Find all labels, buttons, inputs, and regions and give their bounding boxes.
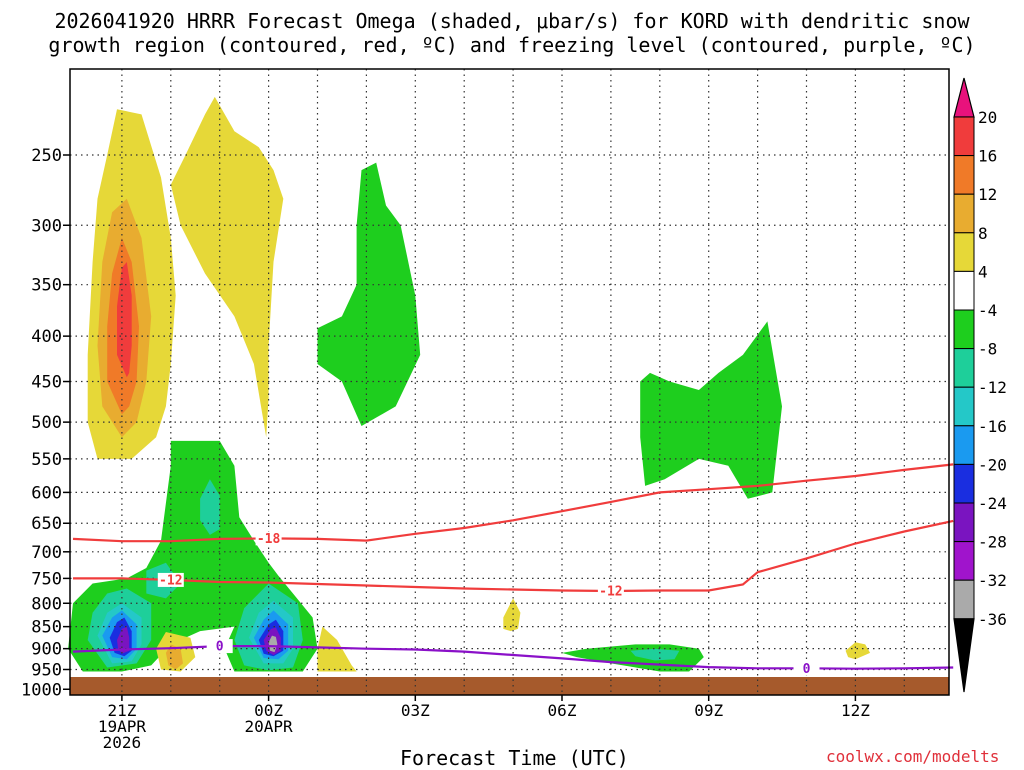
source-credit[interactable]: coolwx.com/modelts bbox=[826, 747, 1000, 766]
omega-region-3 bbox=[117, 262, 132, 378]
y-tick-label-650: 650 bbox=[31, 514, 62, 534]
contour-line-2 bbox=[72, 644, 954, 670]
contour-line-1 bbox=[73, 519, 954, 593]
colorbar-label-13: -36 bbox=[978, 610, 1007, 629]
ground-surface-bar bbox=[70, 677, 949, 695]
colorbar-label-3: 8 bbox=[978, 224, 988, 243]
omega-region-19 bbox=[268, 635, 278, 653]
omega-region-24 bbox=[845, 642, 871, 660]
x-tick-label-4-0: 00Z bbox=[254, 701, 283, 720]
x-tick-label-7-0: 03Z bbox=[401, 701, 430, 720]
colorbar-label-12: -32 bbox=[978, 571, 1007, 590]
x-tick-label-16-0: 12Z bbox=[841, 701, 870, 720]
y-tick-label-550: 550 bbox=[31, 450, 62, 470]
omega-region-5 bbox=[317, 162, 421, 426]
colorbar-label-7: -12 bbox=[978, 378, 1007, 397]
contour-label-bg-2-0 bbox=[206, 639, 233, 654]
y-tick-label-450: 450 bbox=[31, 373, 62, 393]
colorbar-label-0: 20 bbox=[978, 108, 997, 127]
x-tick-label-13-0: 09Z bbox=[694, 701, 723, 720]
contour-label-1-0: -12 bbox=[159, 573, 182, 588]
contour-label-2-0: 0 bbox=[216, 640, 224, 655]
colorbar-segment-10 bbox=[953, 463, 975, 504]
contour-label-2-1: 0 bbox=[803, 662, 811, 677]
omega-region-23 bbox=[503, 598, 521, 632]
colorbar-label-6: -8 bbox=[978, 340, 997, 359]
colorbar-label-5: -4 bbox=[978, 301, 997, 320]
colorbar-bottom-arrow bbox=[953, 618, 975, 693]
x-tick-label-4-1: 20APR bbox=[245, 717, 294, 736]
chart-title-line-1: 2026041920 HRRR Forecast Omega (shaded, … bbox=[54, 9, 970, 33]
colorbar-segment-3 bbox=[953, 193, 975, 234]
omega-region-4 bbox=[170, 96, 284, 438]
y-tick-label-800: 800 bbox=[31, 594, 62, 614]
contour-label-bg-1-1 bbox=[597, 584, 624, 599]
colorbar-segment-8 bbox=[953, 386, 975, 427]
x-axis-title: Forecast Time (UTC) bbox=[400, 746, 629, 770]
x-tick-label-1-2: 2026 bbox=[103, 733, 142, 752]
y-tick-label-750: 750 bbox=[31, 569, 62, 589]
omega-region-17 bbox=[117, 626, 130, 654]
omega-shaded-regions bbox=[68, 96, 871, 672]
colorbar-segment-1 bbox=[953, 116, 975, 157]
colorbar-segment-6 bbox=[953, 309, 975, 350]
colorbar-label-1: 16 bbox=[978, 147, 997, 166]
colorbar-segment-7 bbox=[953, 348, 975, 388]
contour-label-bg-2-1 bbox=[793, 661, 820, 676]
colorbar-label-11: -28 bbox=[978, 533, 1007, 552]
y-tick-label-250: 250 bbox=[31, 146, 62, 166]
contour-label-bg-0-0 bbox=[255, 531, 282, 546]
colorbar-label-2: 12 bbox=[978, 185, 997, 204]
y-tick-label-700: 700 bbox=[31, 543, 62, 563]
colorbar-segment-2 bbox=[953, 155, 975, 195]
colorbar-segment-4 bbox=[953, 232, 975, 272]
contour-label-0-0: -18 bbox=[257, 532, 281, 547]
contour-label-1-1: -12 bbox=[599, 585, 622, 600]
omega-region-8 bbox=[200, 479, 220, 535]
colorbar-segment-13 bbox=[953, 579, 975, 620]
pressure-axis: 2503003504004505005506006507007508008509… bbox=[21, 146, 70, 700]
y-tick-label-950: 950 bbox=[31, 660, 62, 680]
colorbar-label-10: -24 bbox=[978, 494, 1007, 513]
y-tick-label-350: 350 bbox=[31, 276, 62, 296]
x-tick-label-10-0: 06Z bbox=[548, 701, 577, 720]
y-tick-label-400: 400 bbox=[31, 327, 62, 347]
y-tick-label-600: 600 bbox=[31, 483, 62, 503]
omega-region-26 bbox=[630, 648, 680, 661]
omega-region-21 bbox=[165, 644, 183, 670]
y-tick-label-850: 850 bbox=[31, 618, 62, 638]
y-tick-label-1000: 1000 bbox=[21, 680, 62, 700]
colorbar-label-4: 4 bbox=[978, 262, 988, 281]
colorbar-segment-11 bbox=[953, 502, 975, 543]
omega-region-22 bbox=[317, 626, 357, 672]
omega-region-25 bbox=[562, 644, 704, 672]
colorbar-label-9: -20 bbox=[978, 455, 1007, 474]
x-tick-label-1-0: 21Z bbox=[107, 701, 136, 720]
contour-label-bg-1-0 bbox=[157, 572, 184, 587]
colorbar-segment-12 bbox=[953, 541, 975, 581]
colorbar-top-arrow bbox=[953, 77, 975, 118]
x-tick-label-1-1: 19APR bbox=[98, 717, 147, 736]
colorbar: 20 16 12 8 4 -4 -8 -12 -16 -20 -24 -28 -32 -36 bbox=[953, 77, 1007, 693]
y-tick-label-500: 500 bbox=[31, 413, 62, 433]
colorbar-segment-5 bbox=[953, 270, 975, 311]
y-tick-label-300: 300 bbox=[31, 216, 62, 236]
colorbar-label-8: -16 bbox=[978, 417, 1007, 436]
temperature-contours: -18 -12 -12 0 0 bbox=[72, 463, 954, 677]
chart-title-line-2: growth region (contoured, red, ºC) and f… bbox=[48, 33, 976, 57]
contour-line-0 bbox=[72, 463, 954, 543]
omega-region-27 bbox=[640, 321, 782, 499]
colorbar-segment-9 bbox=[953, 425, 975, 465]
y-tick-label-900: 900 bbox=[31, 640, 62, 660]
